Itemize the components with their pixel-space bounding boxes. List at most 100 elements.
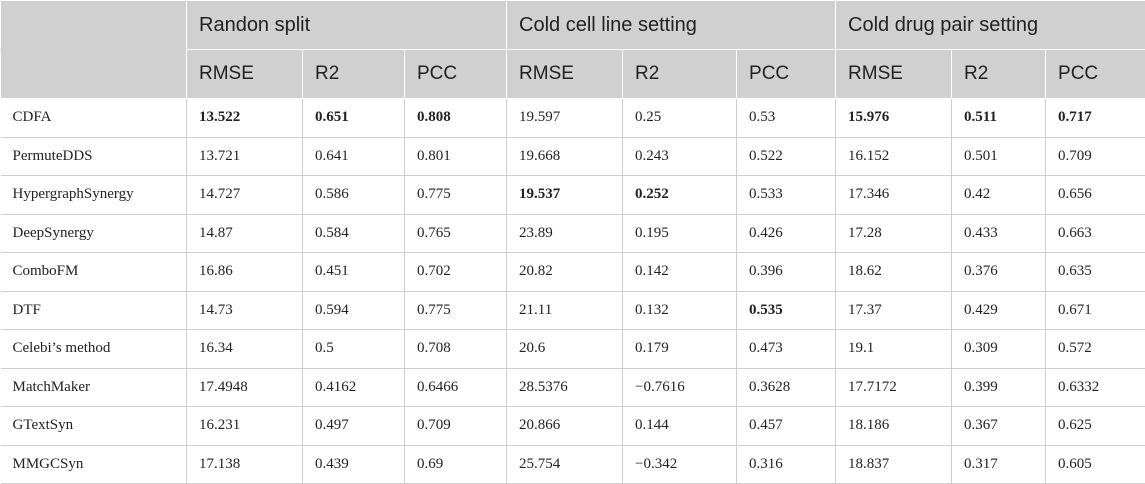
metric-value-cell: 0.317: [952, 445, 1046, 484]
metric-value-cell: 19.1: [836, 330, 952, 369]
metric-value-cell: 0.3628: [737, 368, 836, 407]
metric-value-cell: 0.132: [623, 291, 737, 330]
metric-value-cell: 0.594: [303, 291, 405, 330]
corner-cell-lower: [1, 50, 187, 99]
metric-value-cell: 13.522: [187, 99, 303, 138]
metric-value-cell: 0.6332: [1046, 368, 1145, 407]
metric-value-cell: 0.572: [1046, 330, 1145, 369]
metric-value-cell: 0.709: [405, 407, 507, 446]
metric-value-cell: 0.429: [952, 291, 1046, 330]
metric-value-cell: 0.801: [405, 137, 507, 176]
metric-value-cell: 14.727: [187, 176, 303, 215]
metric-value-cell: 0.708: [405, 330, 507, 369]
metric-value-cell: 14.73: [187, 291, 303, 330]
metric-value-cell: 0.497: [303, 407, 405, 446]
metric-value-cell: 19.668: [507, 137, 623, 176]
metric-value-cell: 0.663: [1046, 214, 1145, 253]
metric-header-pcc: PCC: [405, 50, 507, 99]
method-name-cell: DTF: [1, 291, 187, 330]
method-name-cell: ComboFM: [1, 253, 187, 292]
metric-value-cell: 0.522: [737, 137, 836, 176]
method-name-cell: PermuteDDS: [1, 137, 187, 176]
metric-value-cell: 17.4948: [187, 368, 303, 407]
metric-value-cell: 0.586: [303, 176, 405, 215]
metric-header-r2: R2: [623, 50, 737, 99]
metric-value-cell: 0.702: [405, 253, 507, 292]
metric-header-rmse: RMSE: [507, 50, 623, 99]
metric-value-cell: 23.89: [507, 214, 623, 253]
metric-value-cell: 16.34: [187, 330, 303, 369]
metric-value-cell: 0.179: [623, 330, 737, 369]
metric-value-cell: 0.396: [737, 253, 836, 292]
metric-value-cell: 14.87: [187, 214, 303, 253]
method-name-cell: MMGCSyn: [1, 445, 187, 484]
metric-value-cell: 16.152: [836, 137, 952, 176]
metric-value-cell: 0.69: [405, 445, 507, 484]
metric-value-cell: 13.721: [187, 137, 303, 176]
metric-header-r2: R2: [303, 50, 405, 99]
metric-value-cell: 0.426: [737, 214, 836, 253]
group-header-row: Randon split Cold cell line setting Cold…: [1, 1, 1145, 50]
metric-value-cell: 0.533: [737, 176, 836, 215]
metric-value-cell: 18.62: [836, 253, 952, 292]
metric-value-cell: 0.4162: [303, 368, 405, 407]
metric-value-cell: 0.309: [952, 330, 1046, 369]
metric-value-cell: 19.537: [507, 176, 623, 215]
metric-value-cell: 17.28: [836, 214, 952, 253]
metric-header-r2: R2: [952, 50, 1046, 99]
metric-value-cell: −0.7616: [623, 368, 737, 407]
method-name-cell: GTextSyn: [1, 407, 187, 446]
method-name-cell: MatchMaker: [1, 368, 187, 407]
metric-value-cell: 0.243: [623, 137, 737, 176]
metric-value-cell: 0.473: [737, 330, 836, 369]
metric-value-cell: 0.53: [737, 99, 836, 138]
group-header-cold-cell-line: Cold cell line setting: [507, 1, 836, 50]
metric-value-cell: −0.342: [623, 445, 737, 484]
method-name-cell: Celebi’s method: [1, 330, 187, 369]
metric-value-cell: 0.584: [303, 214, 405, 253]
metric-value-cell: 19.597: [507, 99, 623, 138]
metric-value-cell: 0.651: [303, 99, 405, 138]
metric-header-pcc: PCC: [737, 50, 836, 99]
metric-value-cell: 0.451: [303, 253, 405, 292]
metric-header-rmse: RMSE: [836, 50, 952, 99]
metric-value-cell: 0.42: [952, 176, 1046, 215]
metric-value-cell: 0.376: [952, 253, 1046, 292]
method-name-cell: DeepSynergy: [1, 214, 187, 253]
group-header-cold-drug-pair: Cold drug pair setting: [836, 1, 1145, 50]
metric-value-cell: 0.195: [623, 214, 737, 253]
group-header-random-split: Randon split: [187, 1, 507, 50]
metric-value-cell: 0.808: [405, 99, 507, 138]
metric-value-cell: 18.186: [836, 407, 952, 446]
metric-value-cell: 16.86: [187, 253, 303, 292]
metric-value-cell: 0.439: [303, 445, 405, 484]
metric-value-cell: 0.535: [737, 291, 836, 330]
metric-value-cell: 0.671: [1046, 291, 1145, 330]
metric-value-cell: 28.5376: [507, 368, 623, 407]
metric-value-cell: 0.5: [303, 330, 405, 369]
metric-value-cell: 0.605: [1046, 445, 1145, 484]
metric-value-cell: 0.142: [623, 253, 737, 292]
metric-value-cell: 0.765: [405, 214, 507, 253]
metric-value-cell: 0.709: [1046, 137, 1145, 176]
metric-value-cell: 0.775: [405, 291, 507, 330]
metric-value-cell: 0.457: [737, 407, 836, 446]
metric-value-cell: 20.82: [507, 253, 623, 292]
metric-header-rmse: RMSE: [187, 50, 303, 99]
metric-value-cell: 18.837: [836, 445, 952, 484]
metric-header-row: RMSE R2 PCC RMSE R2 PCC RMSE R2 PCC: [1, 50, 1145, 99]
metric-value-cell: 0.501: [952, 137, 1046, 176]
metric-value-cell: 0.656: [1046, 176, 1145, 215]
metric-value-cell: 0.641: [303, 137, 405, 176]
metric-value-cell: 0.252: [623, 176, 737, 215]
metric-value-cell: 0.433: [952, 214, 1046, 253]
